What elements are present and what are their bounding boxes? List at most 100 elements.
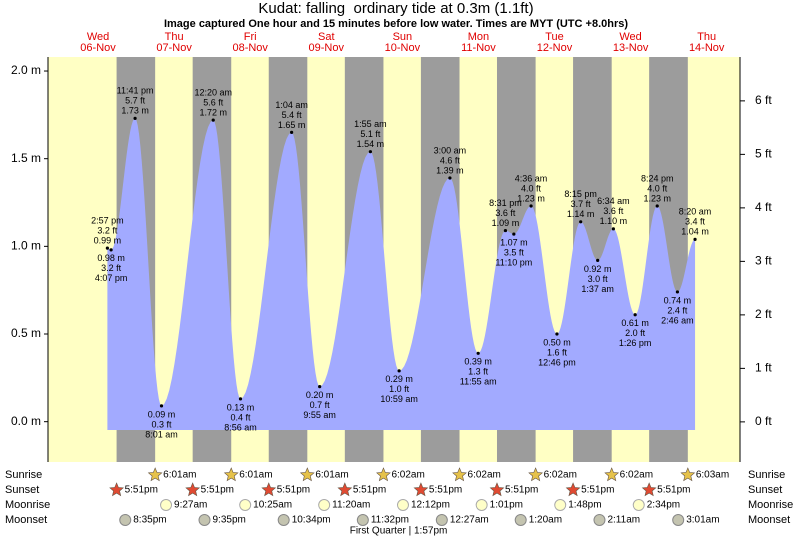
tide-m-label: 0.92 m: [584, 264, 612, 274]
tide-point: [633, 313, 637, 317]
tide-time-label: 1:26 pm: [619, 338, 652, 348]
tide-m-label: 0.09 m: [148, 409, 176, 419]
tide-point: [675, 290, 680, 294]
tide-time-label: 8:15 pm: [564, 189, 597, 199]
tide-ft-label: 3.6 ft: [603, 206, 624, 216]
tide-point: [448, 176, 452, 180]
tide-point: [596, 258, 600, 262]
tide-ft-label: 3.4 ft: [685, 217, 706, 227]
tide-point: [397, 369, 401, 373]
tide-time-label: 12:20 am: [194, 87, 232, 97]
tide-time-label: 8:31 pm: [489, 198, 522, 208]
row-label: Sunset: [748, 484, 782, 496]
event-time: 5:51pm: [429, 485, 462, 496]
y-tick-label: 0.0 m: [11, 414, 41, 428]
y-tick-label: 1.0 m: [11, 239, 41, 253]
tide-ft-label: 3.5 ft: [504, 247, 525, 257]
tide-point: [159, 404, 164, 408]
tide-ft-label: 4.6 ft: [440, 155, 461, 165]
tide-point: [503, 228, 508, 233]
moonrise-icon: [554, 499, 567, 511]
tide-ft-label: 4.0 ft: [521, 183, 542, 193]
row-label: Moonrise: [748, 499, 793, 511]
tide-ft-label: 5.4 ft: [282, 110, 303, 120]
sunset-icon: [185, 482, 201, 497]
row-label: Moonset: [748, 514, 790, 526]
tide-m-label: 0.99 m: [94, 235, 122, 245]
event-time: 2:11am: [607, 515, 640, 526]
y2-tick-label: 0 ft: [755, 414, 772, 428]
tide-time-label: 4:36 am: [515, 173, 548, 183]
moonrise-icon: [318, 499, 331, 511]
event-time: 1:48pm: [568, 500, 601, 511]
sunrise-icon: [528, 467, 544, 482]
sunrise-icon: [680, 467, 696, 482]
tide-ft-label: 3.6 ft: [495, 208, 516, 218]
tide-ft-label: 5.6 ft: [203, 97, 224, 107]
event-time: 6:01am: [163, 470, 196, 481]
row-label: Sunset: [5, 484, 39, 496]
date-label: 13-Nov: [613, 42, 649, 54]
tide-time-label: 1:04 am: [275, 100, 308, 110]
date-label: 14-Nov: [689, 42, 725, 54]
event-time: 6:03am: [696, 470, 729, 481]
tide-ft-label: 0.7 ft: [310, 400, 331, 410]
moonset-icon: [514, 514, 527, 526]
date-label: 11-Nov: [461, 42, 496, 54]
event-time: 6:02am: [544, 470, 577, 481]
tide-time-label: 12:46 pm: [538, 357, 576, 367]
tide-point: [238, 397, 243, 401]
tide-point: [368, 150, 372, 154]
event-time: 1:01pm: [490, 500, 523, 511]
y2-tick-label: 6 ft: [755, 93, 772, 107]
weekday-label: Wed: [619, 31, 641, 43]
weekday-label: Fri: [244, 31, 257, 43]
tide-time-label: 10:59 am: [380, 394, 418, 404]
event-time: 5:51pm: [581, 485, 614, 496]
tide-m-label: 0.74 m: [664, 295, 692, 305]
tide-m-label: 0.39 m: [464, 357, 492, 367]
weekday-label: Sun: [393, 31, 413, 43]
tide-time-label: 8:24 pm: [641, 173, 674, 183]
event-time: 8:35pm: [133, 515, 166, 526]
event-time: 12:12pm: [411, 500, 450, 511]
event-time: 1:20am: [529, 515, 562, 526]
chart-subtitle: Image captured One hour and 15 minutes b…: [164, 18, 628, 30]
row-label: Sunrise: [5, 469, 42, 481]
event-time: 10:25am: [253, 500, 292, 511]
event-time: 10:34pm: [292, 515, 331, 526]
moonset-icon: [593, 514, 606, 526]
tide-point: [133, 116, 137, 120]
tide-ft-label: 3.0 ft: [588, 274, 609, 284]
tide-point: [555, 332, 559, 336]
event-time: 6:01am: [315, 470, 348, 481]
tide-point: [693, 237, 697, 241]
tide-m-label: 1.39 m: [436, 165, 464, 175]
tide-time-label: 2:57 pm: [91, 215, 124, 225]
event-time: 3:01am: [686, 515, 719, 526]
event-time: 6:02am: [620, 470, 653, 481]
chart-title: Kudat: falling ordinary tide at 0.3m (1.…: [258, 0, 533, 17]
tide-point: [105, 246, 109, 250]
tide-m-label: 1.23 m: [643, 193, 671, 203]
tide-ft-label: 0.3 ft: [151, 419, 172, 429]
date-label: 09-Nov: [309, 42, 345, 54]
event-time: 12:27am: [450, 515, 489, 526]
row-label: Sunrise: [748, 469, 785, 481]
sunset-icon: [489, 482, 505, 497]
tide-point: [611, 227, 615, 231]
tide-time-label: 1:55 am: [354, 119, 387, 129]
tide-m-label: 0.50 m: [543, 337, 571, 347]
moonset-icon: [672, 514, 685, 526]
tide-m-label: 0.29 m: [385, 374, 413, 384]
weekday-label: Thu: [697, 31, 716, 43]
tide-time-label: 11:10 pm: [495, 257, 532, 267]
moonrise-icon: [475, 499, 488, 511]
tide-ft-label: 0.4 ft: [230, 412, 251, 422]
tide-m-label: 1.54 m: [357, 139, 385, 149]
weekday-label: Sat: [318, 31, 335, 43]
sunset-icon: [337, 482, 353, 497]
sunset-icon: [565, 482, 581, 497]
date-label: 12-Nov: [537, 42, 573, 54]
